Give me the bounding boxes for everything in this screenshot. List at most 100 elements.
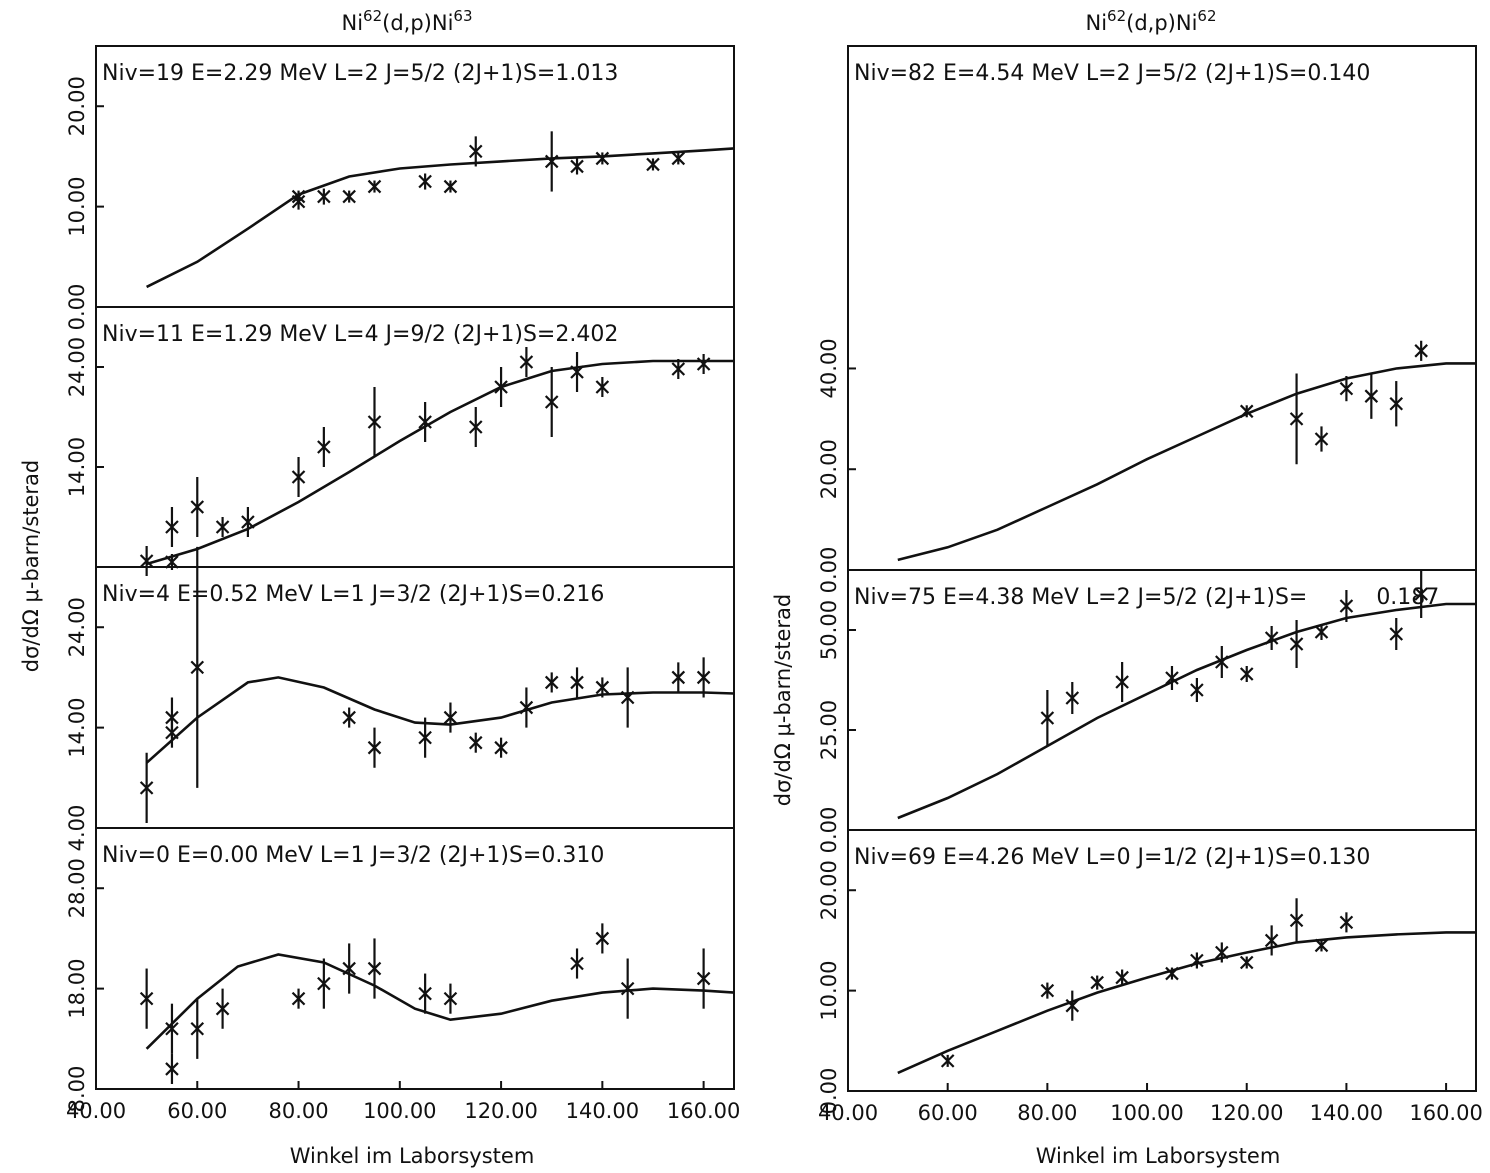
point-marker — [418, 986, 432, 1001]
point-marker — [646, 157, 660, 172]
data-point — [468, 136, 483, 167]
point-marker — [620, 981, 635, 996]
point-marker — [494, 740, 508, 755]
y-tick-label: 10.00 — [817, 961, 841, 1021]
point-marker — [1289, 637, 1304, 651]
data-point — [1215, 942, 1229, 963]
data-point — [443, 702, 458, 733]
point-marker — [1364, 389, 1379, 403]
point-marker — [519, 355, 534, 369]
fit-curve — [897, 931, 1476, 1075]
point-marker — [671, 670, 686, 685]
point-marker — [1389, 396, 1404, 411]
point-marker — [1414, 344, 1428, 358]
data-point — [1239, 666, 1254, 682]
point-marker — [139, 991, 154, 1006]
fit-curve — [897, 602, 1476, 820]
point-marker — [443, 991, 458, 1006]
data-point — [696, 354, 711, 374]
data-point — [544, 672, 559, 693]
data-point — [1414, 340, 1428, 361]
right-column-title: Ni62(d,p)Ni62 — [1086, 7, 1217, 35]
data-point — [190, 477, 205, 537]
data-point — [1040, 690, 1055, 746]
point-marker — [1314, 432, 1329, 446]
point-marker — [215, 520, 230, 534]
y-tick-label: 24.00 — [65, 597, 89, 657]
point-marker — [1389, 627, 1404, 641]
data-point — [139, 968, 154, 1029]
fit-curve — [146, 359, 734, 566]
data-point — [165, 1053, 179, 1084]
data-point — [317, 188, 331, 205]
data-point — [139, 546, 154, 576]
data-point — [1165, 966, 1179, 981]
fit-curve — [897, 362, 1476, 562]
point-marker — [1065, 691, 1080, 705]
x-tick-label: 60.00 — [918, 1101, 978, 1125]
point-marker — [1339, 381, 1354, 396]
data-point — [418, 973, 432, 1014]
data-point — [165, 717, 179, 748]
data-point — [1215, 646, 1229, 678]
y-tick-label: 25.00 — [817, 700, 841, 760]
point-marker — [1215, 655, 1229, 669]
data-point — [443, 179, 458, 194]
data-point — [1264, 626, 1279, 650]
point-marker — [1190, 953, 1204, 968]
point-marker — [1264, 631, 1279, 645]
data-point — [190, 998, 205, 1059]
point-marker — [190, 660, 205, 675]
data-point — [1414, 570, 1428, 618]
point-marker — [1165, 671, 1179, 685]
data-point — [519, 687, 534, 728]
point-marker — [468, 735, 483, 750]
point-marker — [519, 700, 534, 715]
data-point — [696, 657, 711, 698]
point-marker — [418, 415, 432, 429]
point-marker — [468, 144, 483, 159]
x-tick-label: 60.00 — [167, 1099, 227, 1123]
x-tick-label: 120.00 — [464, 1099, 537, 1123]
point-marker — [1040, 711, 1055, 725]
data-point — [1339, 590, 1354, 622]
data-point — [1364, 373, 1379, 419]
point-marker — [1165, 966, 1179, 981]
point-marker — [342, 961, 356, 976]
point-marker — [696, 357, 711, 371]
panel-label: Niv=19 E=2.29 MeV L=2 J=5/2 (2J+1)S=1.01… — [102, 61, 618, 86]
data-point — [595, 677, 610, 698]
y-tick-label: 40.00 — [817, 338, 841, 398]
data-point — [494, 367, 508, 407]
x-tick-label: 40.00 — [818, 1101, 878, 1125]
panel-label: Niv=82 E=4.54 MeV L=2 J=5/2 (2J+1)S=0.14… — [854, 61, 1370, 86]
y-tick-label: 24.00 — [65, 337, 89, 397]
point-marker — [1115, 970, 1129, 985]
data-point — [1264, 925, 1279, 956]
panel-label: Niv=69 E=4.26 MeV L=0 J=1/2 (2J+1)S=0.13… — [854, 845, 1370, 870]
data-point — [544, 131, 559, 192]
fit-curve — [145, 676, 735, 764]
y-tick-label: 8.00 — [65, 1066, 89, 1113]
data-point — [671, 359, 686, 379]
point-marker — [1414, 587, 1428, 601]
y-tick-label: 28.00 — [65, 858, 89, 918]
panel-frame — [847, 829, 1477, 1092]
point-marker — [342, 189, 356, 204]
point-marker — [1090, 975, 1104, 990]
panel-frame — [847, 45, 1477, 571]
data-point — [620, 667, 635, 728]
panel-group: 0.00 10.00 20.00 Niv=19 E=2.29 MeV L=2 J=5/… — [65, 45, 1483, 1125]
data-point — [620, 958, 635, 1019]
y-tick-label: 0.00 — [817, 1068, 841, 1115]
point-marker — [367, 740, 382, 755]
y-tick-label: 10.00 — [65, 177, 89, 237]
data-point — [468, 732, 483, 753]
left-y-axis-label: dσ/dΩ μ-barn/sterad — [19, 460, 43, 672]
point-marker — [570, 675, 584, 690]
point-marker — [595, 680, 610, 695]
chart-panel: 0.00 25.00 50.00 Niv=75 E=4.38 MeV L=2 J=5/… — [817, 569, 1477, 853]
data-point — [291, 189, 306, 204]
data-point — [646, 157, 660, 172]
right-x-axis-label: Winkel im Laborsystem — [1036, 1144, 1281, 1168]
